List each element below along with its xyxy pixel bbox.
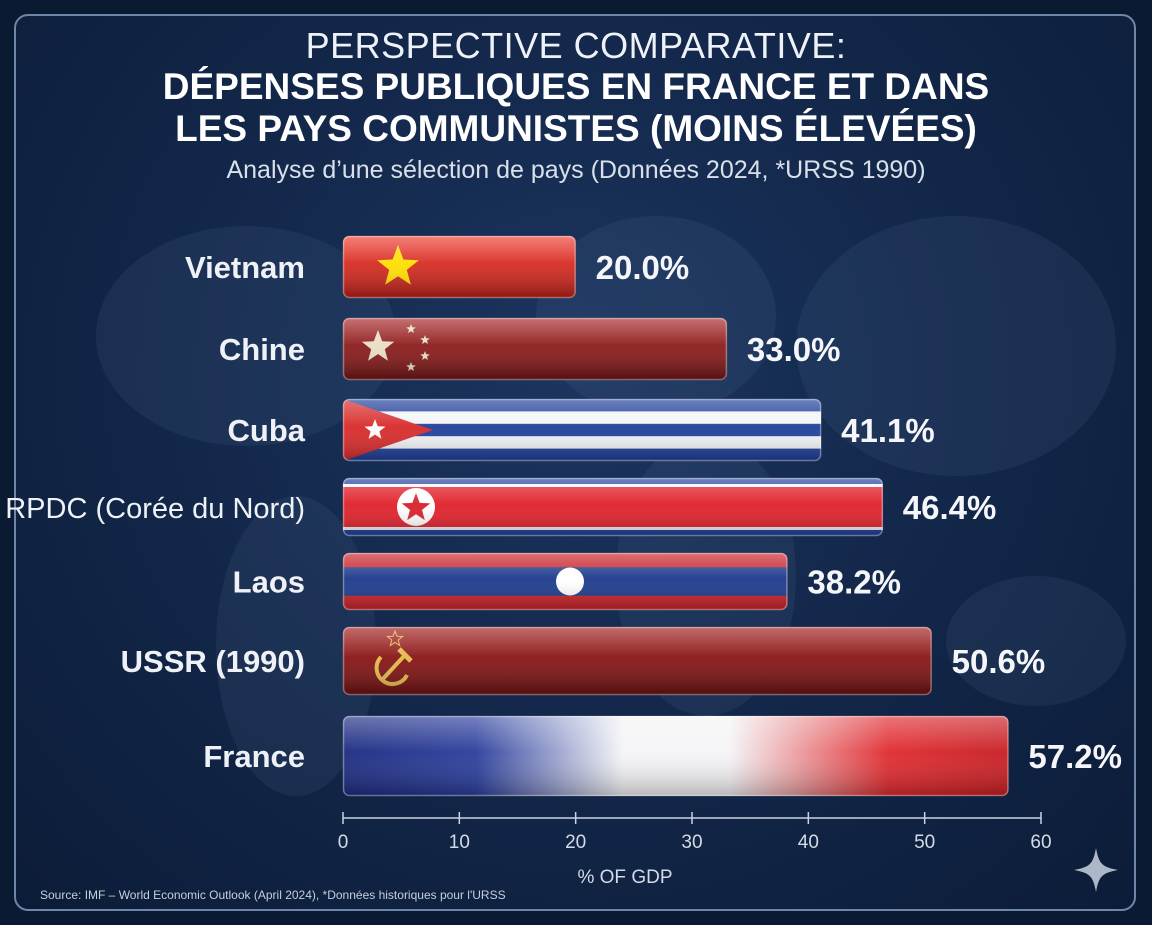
x-tick-label: 30 bbox=[681, 832, 702, 853]
category-label: USSR (1990) bbox=[121, 644, 305, 679]
category-label: RPDC (Corée du Nord) bbox=[5, 493, 305, 525]
title-block: PERSPECTIVE COMPARATIVE: DÉPENSES PUBLIQ… bbox=[0, 26, 1152, 186]
world-map-background bbox=[946, 576, 1126, 706]
source-note: Source: IMF – World Economic Outlook (Ap… bbox=[40, 888, 506, 902]
x-axis: 0 10 20 30 40 50 60 % OF GDP bbox=[338, 812, 1052, 888]
x-tick-label: 60 bbox=[1030, 832, 1051, 853]
x-tick-label: 40 bbox=[798, 832, 819, 853]
bar-flag-ussr bbox=[342, 626, 932, 696]
chart-subtitle: Analyse d’une sélection de pays (Données… bbox=[226, 156, 926, 184]
chart-title-line-3: LES PAYS COMMUNISTES (MOINS ÉLEVÉES) bbox=[175, 108, 977, 149]
value-label: 57.2% bbox=[1028, 738, 1122, 775]
value-label: 46.4% bbox=[903, 489, 997, 526]
value-label: 33.0% bbox=[747, 331, 841, 368]
category-label: Vietnam bbox=[185, 250, 305, 285]
x-tick-label: 0 bbox=[338, 832, 349, 853]
world-map-background bbox=[536, 216, 776, 416]
bar-flag-vietnam bbox=[342, 235, 576, 299]
value-label: 41.1% bbox=[841, 412, 935, 449]
bar-flag-north-korea bbox=[342, 477, 884, 537]
value-label: 20.0% bbox=[596, 249, 690, 286]
bar-flag-cuba bbox=[342, 398, 822, 462]
value-label: 50.6% bbox=[952, 643, 1046, 680]
bar-flag-china bbox=[342, 317, 728, 381]
sparkle-icon bbox=[1074, 848, 1118, 892]
bar-flag-france bbox=[342, 715, 1009, 797]
category-label: Laos bbox=[233, 565, 305, 600]
value-label: 38.2% bbox=[807, 564, 901, 601]
category-label: Cuba bbox=[228, 413, 306, 448]
category-label: Chine bbox=[219, 332, 305, 367]
chart-title-line-2: DÉPENSES PUBLIQUES EN FRANCE ET DANS bbox=[162, 66, 990, 107]
x-tick-label: 20 bbox=[565, 832, 586, 853]
bar-flag-laos bbox=[342, 552, 788, 611]
x-axis-label: % OF GDP bbox=[577, 867, 672, 888]
x-tick-label: 10 bbox=[449, 832, 470, 853]
world-map-background bbox=[796, 216, 1116, 476]
chart-title-line-1: PERSPECTIVE COMPARATIVE: bbox=[305, 25, 847, 66]
x-tick-label: 50 bbox=[914, 832, 935, 853]
category-label: France bbox=[203, 739, 305, 774]
